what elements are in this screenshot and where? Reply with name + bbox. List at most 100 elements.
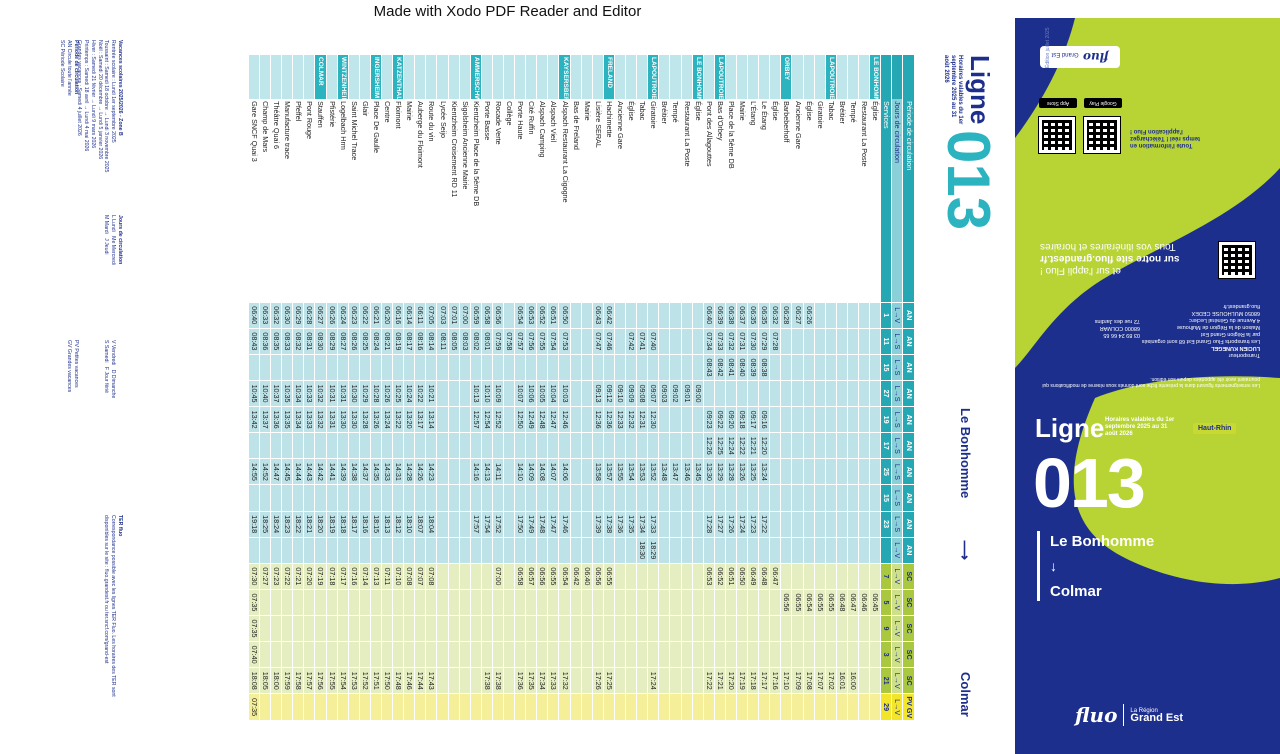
time-cell xyxy=(636,589,648,616)
time-cell: 17:34 xyxy=(536,667,548,694)
time-cell xyxy=(780,328,792,355)
time-cell xyxy=(503,693,515,720)
time-cell xyxy=(425,432,437,459)
time-cell xyxy=(570,615,582,642)
time-cell xyxy=(692,484,704,512)
time-cell xyxy=(581,511,593,538)
time-cell: 06:26 xyxy=(326,302,338,329)
time-cell xyxy=(658,406,670,433)
time-cell xyxy=(436,563,449,590)
stop-row: Le Étang 06:35 07:29 08:38 09:16 12:20 13:24 17… xyxy=(758,55,770,720)
period-line: AN Circule toute l'année xyxy=(66,40,73,96)
time-cell: 06:53 xyxy=(525,302,537,329)
time-cell: 06:51 xyxy=(725,563,737,590)
time-cell: 13:29 xyxy=(714,458,726,485)
time-cell xyxy=(492,484,504,512)
time-cell xyxy=(314,693,327,720)
time-cell: 17:18 xyxy=(747,667,759,694)
time-cell: 12:33 xyxy=(614,406,626,433)
time-cell: 12:21 xyxy=(747,432,759,459)
time-cell: 12:31 xyxy=(636,406,648,433)
time-cell: 08:16 xyxy=(414,328,426,355)
time-cell xyxy=(814,328,826,355)
time-cell xyxy=(747,641,759,668)
time-cell: 17:50 xyxy=(381,667,393,694)
time-cell xyxy=(625,484,637,512)
time-cell xyxy=(326,589,338,616)
time-cell: 07:29 xyxy=(758,328,770,355)
time-cell: 17:57 xyxy=(470,511,482,538)
time-cell xyxy=(348,615,360,642)
city-cell xyxy=(270,55,282,100)
time-cell: 14:13 xyxy=(481,458,493,485)
header-cell: L→S xyxy=(891,458,903,485)
time-cell: 07:07 xyxy=(414,563,426,590)
time-cell xyxy=(337,537,349,564)
day-line: L Lundi xyxy=(110,215,117,232)
time-cell xyxy=(625,563,637,590)
time-cell: 17:07 xyxy=(814,667,826,694)
time-cell xyxy=(625,302,637,329)
stop-name: Bas d'Orbey xyxy=(714,99,726,303)
time-cell xyxy=(281,615,293,642)
time-cell xyxy=(414,589,426,616)
time-cell xyxy=(436,589,449,616)
time-cell xyxy=(303,615,315,642)
stop-name: Giratoire xyxy=(647,99,659,303)
time-cell: 17:34 xyxy=(636,511,648,538)
time-cell xyxy=(681,667,693,694)
time-cell: 06:30 xyxy=(281,302,293,329)
org-line: Maison de la Région de Mulhouse xyxy=(1176,324,1260,330)
time-cell xyxy=(658,693,670,720)
time-cell xyxy=(292,484,304,512)
time-cell xyxy=(581,302,593,329)
legend: Vacances scolaires 2025/2026 - Zone B Re… xyxy=(45,40,195,720)
google-play-badge[interactable]: Google Play xyxy=(1084,98,1122,108)
time-cell xyxy=(769,484,781,512)
city-cell xyxy=(481,55,493,100)
time-cell xyxy=(381,615,393,642)
time-cell xyxy=(647,615,659,642)
time-cell xyxy=(570,641,582,668)
qr-code-site xyxy=(1218,241,1256,279)
time-cell: 13:45 xyxy=(692,458,704,485)
time-cell xyxy=(825,302,837,329)
time-cell xyxy=(614,667,626,694)
time-cell: 06:32 xyxy=(270,302,282,329)
time-cell xyxy=(592,589,604,616)
stop-name: Église xyxy=(769,99,781,303)
time-cell: 08:43 xyxy=(248,328,260,355)
stop-row: Lisière SERAL 06:43 07:47 09:13 12:36 13:58 17… xyxy=(592,55,604,720)
time-cell xyxy=(780,406,792,433)
city-label: LAPOUTROIE xyxy=(647,55,659,100)
time-cell xyxy=(625,537,637,564)
app-store-badge[interactable]: App Store xyxy=(1039,98,1077,108)
stop-name: Cité Ruffin xyxy=(525,99,537,303)
time-cell xyxy=(525,589,537,616)
time-cell xyxy=(459,667,471,694)
time-cell: 07:53 xyxy=(559,328,571,355)
time-cell xyxy=(791,380,804,407)
city-cell xyxy=(248,55,260,100)
organizer-block: Transporteur LUCIEN KUNEGEL Les transpor… xyxy=(1140,302,1260,358)
stop-row: Église 06:26 06:54 17:08 xyxy=(803,55,815,720)
time-cell: 12:49 xyxy=(525,406,537,433)
time-cell xyxy=(614,615,626,642)
stop-name: Rocade Verte xyxy=(492,99,504,303)
time-cell xyxy=(448,563,460,590)
time-cell: 06:56 xyxy=(536,563,548,590)
time-cell xyxy=(780,354,792,381)
org-line: 03 89 24 66 65 xyxy=(1103,332,1140,338)
time-cell: 08:33 xyxy=(281,328,293,355)
stop-name: Pont des Allagouttes xyxy=(703,99,715,303)
time-cell xyxy=(547,693,559,720)
time-cell: 07:20 xyxy=(303,563,315,590)
time-cell: 17:52 xyxy=(492,511,504,538)
stop-name: Alspach Restaurant La Cigogne xyxy=(559,99,571,303)
time-cell xyxy=(270,693,282,720)
time-cell xyxy=(669,511,682,538)
city-cell xyxy=(281,55,293,100)
time-cell xyxy=(625,589,637,616)
time-cell xyxy=(669,563,682,590)
stop-row: Mairie 06:14 08:17 10:24 13:20 14:28 18:10 07:0… xyxy=(403,55,415,720)
